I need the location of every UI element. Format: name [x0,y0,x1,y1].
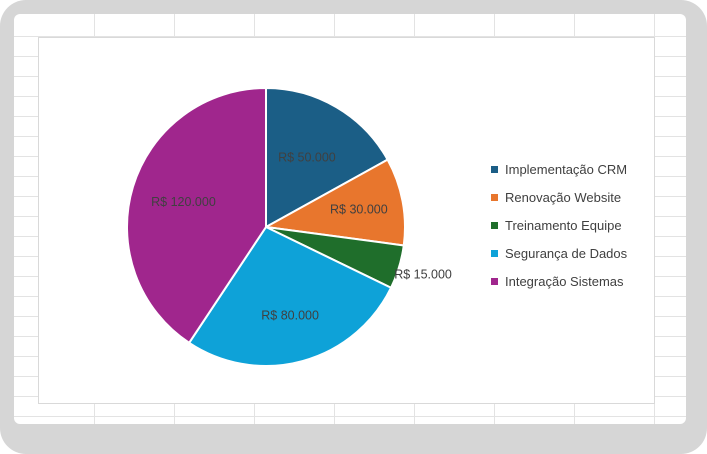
legend-item: Treinamento Equipe [491,216,627,235]
pie-slice[interactable] [126,86,267,345]
data-label: R$ 15.000 [394,267,452,281]
legend-swatch [491,278,498,285]
legend-item: Renovação Website [491,188,627,207]
data-label: R$ 30.000 [330,202,388,216]
legend: Implementação CRM Renovação Website Trei… [491,160,627,300]
pie-slice[interactable] [262,158,406,247]
legend-label: Segurança de Dados [505,246,628,261]
gridline [14,416,686,417]
legend-label: Renovação Website [505,190,622,205]
legend-swatch [491,250,498,257]
legend-swatch [491,222,498,229]
data-label: R$ 80.000 [261,309,319,323]
pie-slice[interactable] [265,86,389,229]
chart-area[interactable]: R$ 50.000 R$ 30.000 R$ 15.000 R$ 80.000 R$ 1… [38,37,655,404]
legend-swatch [491,166,498,173]
gridline [14,36,686,37]
legend-item: Integração Sistemas [491,272,627,291]
legend-label: Integração Sistemas [505,274,624,289]
legend-swatch [491,194,498,201]
pie-slice[interactable] [187,225,393,367]
legend-item: Segurança de Dados [491,244,627,263]
data-label: R$ 120.000 [151,195,216,209]
legend-label: Treinamento Equipe [505,218,622,233]
legend-label: Implementação CRM [505,162,628,177]
data-label: R$ 50.000 [278,151,336,165]
legend-item: Implementação CRM [491,160,627,179]
pie-chart: R$ 50.000 R$ 30.000 R$ 15.000 R$ 80.000 R$ 1… [126,86,452,367]
